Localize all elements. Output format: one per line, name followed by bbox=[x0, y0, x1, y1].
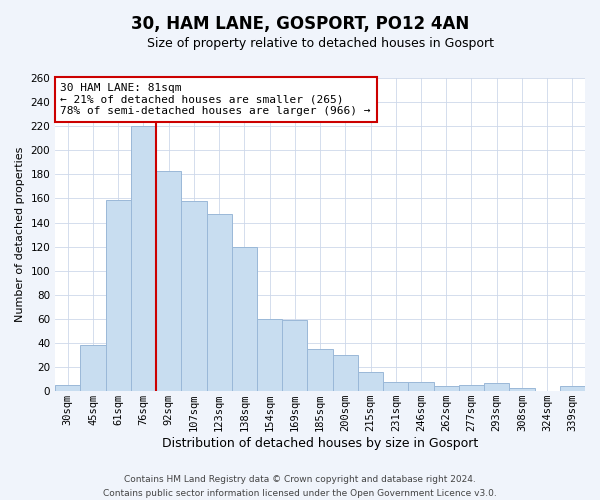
Bar bbox=[459, 385, 484, 391]
Bar bbox=[484, 382, 509, 391]
Bar bbox=[80, 346, 106, 391]
Bar bbox=[131, 126, 156, 391]
Bar bbox=[55, 385, 80, 391]
Bar bbox=[358, 372, 383, 391]
Text: 30 HAM LANE: 81sqm
← 21% of detached houses are smaller (265)
78% of semi-detach: 30 HAM LANE: 81sqm ← 21% of detached hou… bbox=[61, 83, 371, 116]
Bar bbox=[307, 349, 332, 391]
Bar bbox=[257, 319, 282, 391]
Bar bbox=[332, 355, 358, 391]
Bar bbox=[383, 382, 409, 391]
Bar bbox=[232, 246, 257, 391]
X-axis label: Distribution of detached houses by size in Gosport: Distribution of detached houses by size … bbox=[162, 437, 478, 450]
Y-axis label: Number of detached properties: Number of detached properties bbox=[15, 147, 25, 322]
Bar bbox=[560, 386, 585, 391]
Bar bbox=[181, 201, 206, 391]
Text: 30, HAM LANE, GOSPORT, PO12 4AN: 30, HAM LANE, GOSPORT, PO12 4AN bbox=[131, 15, 469, 33]
Text: Contains HM Land Registry data © Crown copyright and database right 2024.
Contai: Contains HM Land Registry data © Crown c… bbox=[103, 476, 497, 498]
Bar bbox=[106, 200, 131, 391]
Bar bbox=[409, 382, 434, 391]
Bar bbox=[434, 386, 459, 391]
Bar bbox=[156, 171, 181, 391]
Bar bbox=[509, 388, 535, 391]
Bar bbox=[206, 214, 232, 391]
Bar bbox=[282, 320, 307, 391]
Title: Size of property relative to detached houses in Gosport: Size of property relative to detached ho… bbox=[146, 38, 494, 51]
